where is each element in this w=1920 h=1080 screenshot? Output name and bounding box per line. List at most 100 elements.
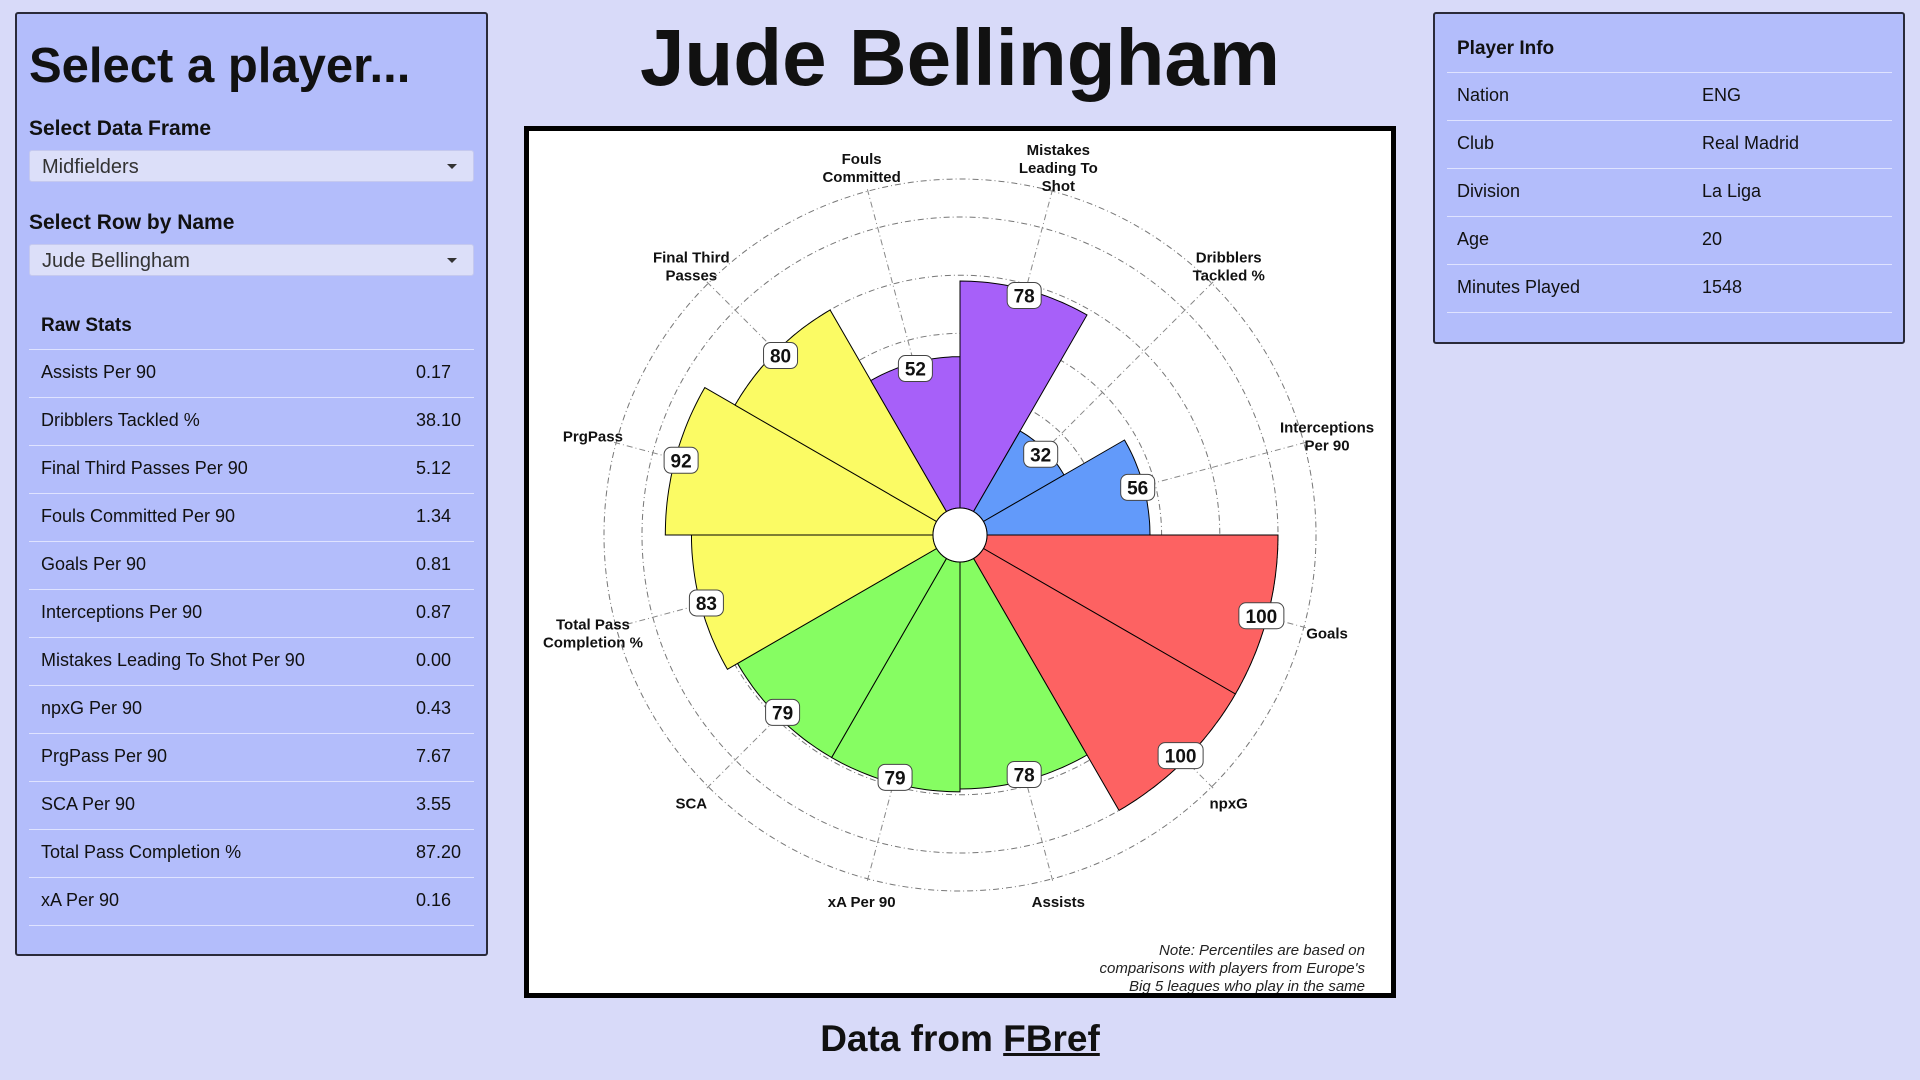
value-badge: 79 [877,763,913,791]
stat-name: Fouls Committed Per 90 [41,506,236,526]
slice-label: Final Third Passes [653,249,730,284]
info-label: Minutes Played [1457,277,1581,297]
value-badge-text: 56 [1127,478,1148,499]
data-source: Data from FBref [640,1018,1280,1060]
info-label: Nation [1457,85,1510,105]
value-badge: 83 [688,589,724,617]
chevron-down-icon [447,164,457,169]
stat-value: 0.00 [416,650,452,670]
slice-label: Assists [1032,894,1085,911]
info-value: Real Madrid [1702,133,1800,153]
row-divider [29,829,474,830]
stat-name: Mistakes Leading To Shot Per 90 [41,650,305,670]
value-badge: 78 [1006,281,1042,309]
pizza-chart: Goals npxG Assists xA Per 90 SCA Total Pass Co… [524,126,1396,998]
stat-value: 87.20 [416,842,462,862]
value-badge-text: 78 [1014,286,1035,307]
table-row: SCA Per 90 3.55 [29,782,474,830]
data-frame-value: Midfielders [42,156,139,178]
table-row: Fouls Committed Per 90 1.34 [29,494,474,542]
value-badge-text: 32 [1030,445,1051,466]
row-divider [29,397,474,398]
table-row: xA Per 90 0.16 [29,878,474,926]
row-divider [1447,312,1892,313]
selector-title: Select a player... [29,39,411,93]
table-row: Club Real Madrid [1447,121,1892,169]
stat-name: Goals Per 90 [41,554,147,574]
slice-label: Mistakes Leading To Shot [1019,142,1098,195]
value-badge: 100 [1238,602,1285,630]
stat-name: xA Per 90 [41,890,120,910]
slice-label: xA Per 90 [828,894,896,911]
chart-note: Note: Percentiles are based on comparison… [1100,942,1366,993]
table-divider [29,349,474,350]
stat-name: npxG Per 90 [41,698,143,718]
stat-value: 5.12 [416,458,452,478]
slice-label: npxG [1210,796,1248,813]
raw-stats-heading: Raw Stats [41,315,132,336]
data-frame-dropdown[interactable]: Midfielders [29,150,474,182]
player-info-panel: Player Info Nation ENG Club Real Madrid Divi… [1433,12,1905,344]
value-badge-text: 83 [696,594,717,615]
table-row: PrgPass Per 90 7.67 [29,734,474,782]
info-label: Division [1457,181,1521,201]
table-row: Minutes Played 1548 [1447,265,1892,313]
row-divider [29,637,474,638]
source-prefix: Data from [820,1018,1004,1059]
stat-value: 1.34 [416,506,452,526]
table-row: Final Third Passes Per 90 5.12 [29,446,474,494]
row-divider [29,493,474,494]
row-divider [1447,168,1892,169]
value-badge: 79 [765,698,801,726]
value-badge-text: 52 [905,360,926,381]
value-badge-text: 80 [770,347,791,368]
stat-value: 0.17 [416,362,452,382]
table-row: Division La Liga [1447,169,1892,217]
value-badge-text: 79 [884,768,905,789]
table-row: Nation ENG [1447,73,1892,121]
value-badge-text: 100 [1246,607,1278,628]
player-info-heading: Player Info [1457,38,1555,59]
info-label: Age [1457,229,1490,249]
table-row: Total Pass Completion % 87.20 [29,830,474,878]
stat-name: SCA Per 90 [41,794,136,814]
stat-value: 0.81 [416,554,452,574]
slice-label: SCA [675,796,707,813]
row-divider [29,733,474,734]
center-hole [932,507,988,563]
stat-value: 3.55 [416,794,452,814]
grid-ring-outer [603,178,1317,892]
info-value: 20 [1702,229,1723,249]
stat-value: 38.10 [416,410,462,430]
data-frame-label: Select Data Frame [29,117,212,140]
value-badge: 92 [663,446,699,474]
table-row: npxG Per 90 0.43 [29,686,474,734]
stat-value: 0.43 [416,698,452,718]
row-name-value: Jude Bellingham [42,250,190,272]
value-badge: 52 [897,355,933,383]
value-badge-text: 78 [1014,766,1035,787]
fbref-link[interactable]: FBref [1003,1018,1100,1059]
slice-label: Fouls Committed [822,151,900,186]
value-badge: 56 [1120,473,1156,501]
slice-label: PrgPass [563,429,623,446]
row-divider [29,541,474,542]
row-name-dropdown[interactable]: Jude Bellingham [29,244,474,276]
stat-name: Final Third Passes Per 90 [41,458,248,478]
stat-value: 0.87 [416,602,452,622]
stat-value: 0.16 [416,890,452,910]
row-divider [29,781,474,782]
row-divider [29,589,474,590]
stat-value: 7.67 [416,746,452,766]
info-value: La Liga [1702,181,1762,201]
value-badge: 80 [763,342,799,370]
stat-name: PrgPass Per 90 [41,746,168,766]
row-divider [1447,120,1892,121]
value-badge: 78 [1006,761,1042,789]
slice-label: Goals [1306,625,1348,642]
row-divider [29,685,474,686]
player-name-heading: Jude Bellingham [639,13,1281,102]
value-badge: 100 [1157,742,1204,770]
pizza-chart-svg: Goals npxG Assists xA Per 90 SCA Total Pass Co… [543,142,1374,993]
value-badge: 32 [1023,440,1059,468]
